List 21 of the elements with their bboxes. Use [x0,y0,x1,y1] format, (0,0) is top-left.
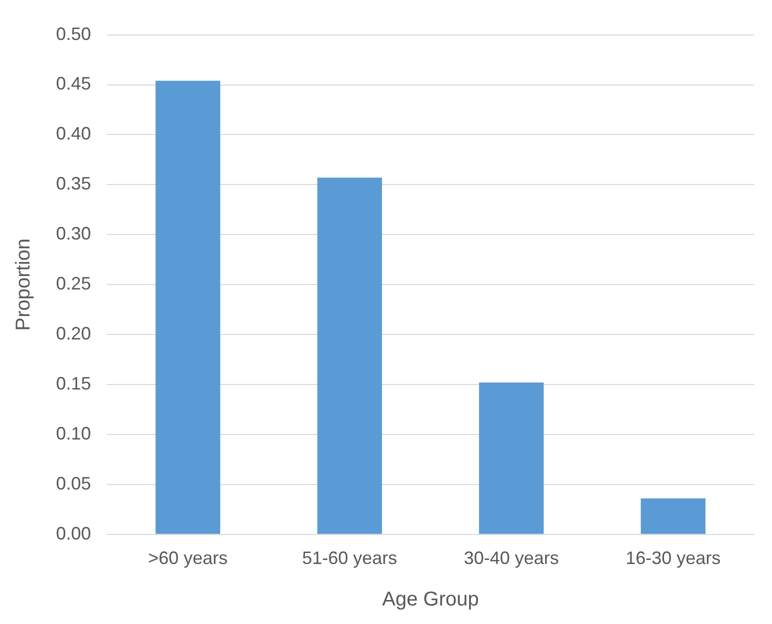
y-tick-label: 0.25 [56,274,92,294]
x-tick-label: 16-30 years [626,548,721,568]
x-tick-label: 30-40 years [464,548,559,568]
y-tick-label: 0.00 [56,523,92,544]
bar [640,498,706,534]
bar [156,80,220,534]
y-tick-label: 0.05 [56,473,92,494]
bar [479,382,544,534]
y-tick-label: 0.50 [56,24,92,44]
y-tick-label: 0.20 [56,324,92,344]
y-axis-title: Proportion [12,238,35,331]
y-tick-label: 0.30 [56,224,92,244]
x-axis-title: Age Group [382,588,479,611]
y-tick-label: 0.15 [56,373,92,394]
y-tick-label: 0.10 [56,423,92,444]
y-tick-label: 0.40 [56,124,92,144]
x-tick-label: 51-60 years [302,548,398,568]
x-tick-label: >60 years [148,548,228,568]
y-tick-label: 0.45 [56,74,92,94]
bar [317,178,382,534]
y-tick-label: 0.35 [56,174,92,194]
